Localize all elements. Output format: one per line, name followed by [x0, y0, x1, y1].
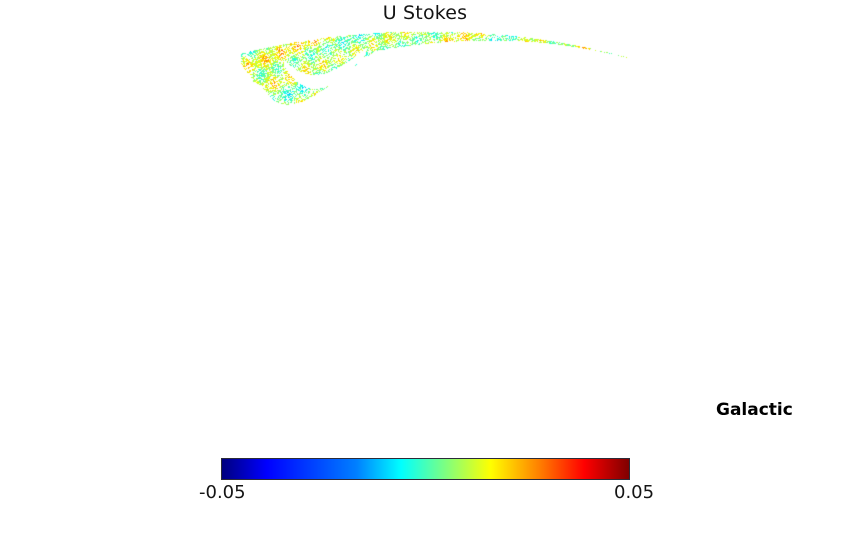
mollweide-projection-panel	[19, 30, 834, 433]
sky-map-canvas	[19, 30, 834, 433]
page-title: U Stokes	[382, 2, 468, 24]
colorbar-min-tick-label: -0.05	[199, 482, 246, 503]
colorbar: -0.05 0.05	[199, 458, 654, 506]
coordinate-system-label: Galactic	[716, 400, 793, 420]
colorbar-gradient	[221, 458, 630, 480]
colorbar-max-tick-label: 0.05	[614, 482, 655, 503]
